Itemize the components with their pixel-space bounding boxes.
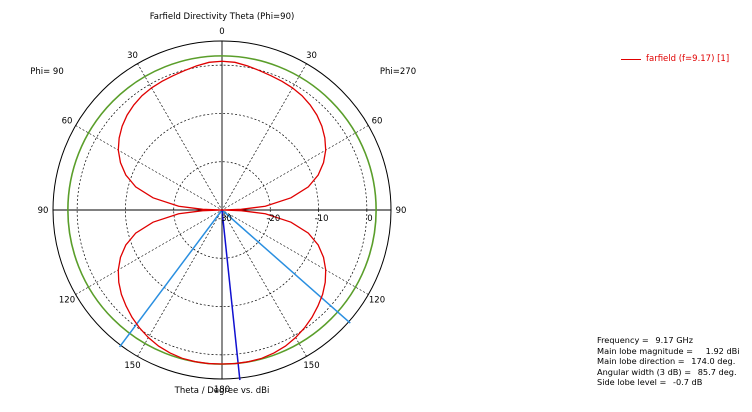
angle-tick-label: 150 xyxy=(124,361,140,371)
main-lobe-direction-label: Main lobe direction = xyxy=(597,356,685,367)
angle-tick-label: 0 xyxy=(219,27,224,37)
main-lobe-magnitude-row: Main lobe magnitude = 1.92 dBi xyxy=(597,346,740,357)
beam-lines xyxy=(118,209,351,381)
angle-tick-label: 150 xyxy=(303,361,319,371)
angle-tick-label: 30 xyxy=(306,51,317,61)
beam-line xyxy=(221,209,241,381)
phi-left-label: Phi= 90 xyxy=(30,67,64,77)
radial-tick-label: -30 xyxy=(218,214,232,224)
beam-line xyxy=(118,209,223,348)
angle-tick-label: 60 xyxy=(372,117,383,127)
angle-tick-label: 90 xyxy=(38,206,49,216)
main-lobe-direction-value: 174.0 deg. xyxy=(691,356,736,367)
radial-tick-labels: -30 -20 -10 0 xyxy=(218,214,373,224)
main-lobe-direction-row: Main lobe direction = 174.0 deg. xyxy=(597,356,740,367)
angle-tick-label: 120 xyxy=(59,296,75,306)
phi-right-label: Phi=270 xyxy=(380,67,416,77)
main-lobe-magnitude-label: Main lobe magnitude = xyxy=(597,345,694,356)
chart-title: Farfield Directivity Theta (Phi=90) xyxy=(150,12,295,22)
frequency-row: Frequency = 9.17 GHz xyxy=(597,335,740,346)
legend: farfield (f=9.17) [1] xyxy=(621,53,729,65)
legend-entry-label: farfield (f=9.17) [1] xyxy=(646,54,730,64)
x-axis-label: Theta / Degree vs. dBi xyxy=(174,386,270,396)
frequency-value: 9.17 GHz xyxy=(655,335,694,345)
angle-tick-label: 30 xyxy=(127,51,138,61)
angle-tick-label: 60 xyxy=(62,117,73,127)
radial-tick-label: 0 xyxy=(367,214,372,224)
side-lobe-level-label: Side lobe level = xyxy=(597,377,667,388)
beam-line xyxy=(221,209,351,324)
angle-tick-label: 180 xyxy=(214,385,230,395)
angular-width-label: Angular width (3 dB) = xyxy=(597,366,692,377)
angle-tick-label: 90 xyxy=(396,206,407,216)
side-lobe-level-row: Side lobe level = -0.7 dB xyxy=(597,377,740,388)
results-panel: Frequency = 9.17 GHz Main lobe magnitude… xyxy=(597,335,740,388)
radial-tick-label: -20 xyxy=(266,214,280,224)
legend-swatch xyxy=(621,58,641,60)
series-line xyxy=(117,60,327,365)
main-lobe-magnitude-value: 1.92 dBi xyxy=(705,345,740,356)
series-group xyxy=(117,60,327,365)
frequency-label: Frequency = xyxy=(597,335,649,345)
angular-width-value: 85.7 deg. xyxy=(697,366,737,377)
angular-width-row: Angular width (3 dB) = 85.7 deg. xyxy=(597,367,740,378)
side-lobe-level-value: -0.7 dB xyxy=(672,377,703,388)
angle-tick-labels: 0 30 60 90 120 150 180 150 120 90 60 30 xyxy=(38,27,407,395)
angle-tick-label: 120 xyxy=(369,296,385,306)
radial-tick-label: -10 xyxy=(315,214,329,224)
